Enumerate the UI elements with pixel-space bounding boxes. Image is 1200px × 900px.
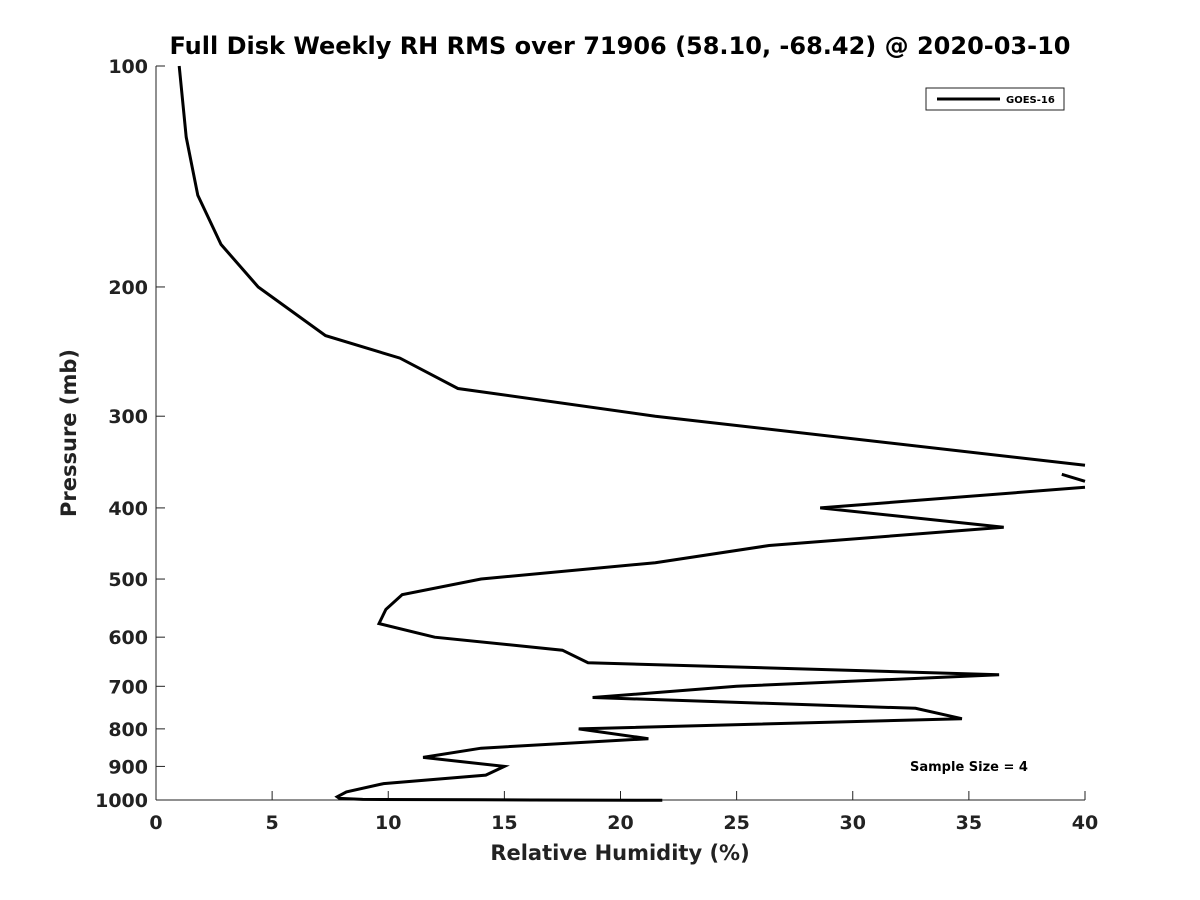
x-tick-label: 40 — [1072, 812, 1098, 834]
sample-size-annotation: Sample Size = 4 — [910, 760, 1028, 775]
y-tick-label: 600 — [108, 627, 148, 649]
y-tick-label: 700 — [108, 676, 148, 698]
y-axis-ticks: 100 200 300 400 500 600 700 800 900 1000 — [95, 56, 165, 812]
x-tick-label: 35 — [956, 812, 982, 834]
chart-title: Full Disk Weekly RH RMS over 71906 (58.1… — [169, 32, 1070, 60]
x-tick-label: 20 — [607, 812, 633, 834]
y-tick-label: 400 — [108, 498, 148, 520]
x-tick-label: 30 — [840, 812, 866, 834]
series-line-goes16 — [334, 485, 1086, 802]
y-tick-label: 800 — [108, 719, 148, 741]
x-axis-label: Relative Humidity (%) — [490, 841, 749, 865]
legend-entry-goes16: GOES-16 — [1006, 95, 1055, 106]
series-line-goes16 — [1061, 472, 1086, 483]
y-tick-label: 900 — [108, 756, 148, 778]
x-tick-label: 10 — [375, 812, 401, 834]
y-tick-label: 200 — [108, 277, 148, 299]
x-tick-label: 5 — [266, 812, 279, 834]
y-tick-label: 300 — [108, 406, 148, 428]
y-tick-label: 100 — [108, 56, 148, 78]
x-tick-label: 15 — [491, 812, 517, 834]
y-tick-label: 1000 — [95, 790, 148, 812]
x-axis-ticks: 0 5 10 15 20 25 30 35 40 — [149, 791, 1098, 834]
plot-area — [155, 66, 1085, 801]
x-tick-label: 0 — [149, 812, 162, 834]
series-layer — [177, 65, 1086, 802]
x-tick-label: 25 — [723, 812, 749, 834]
series-line-goes16 — [177, 65, 1086, 467]
y-axis-label: Pressure (mb) — [57, 349, 81, 517]
legend: GOES-16 — [925, 87, 1065, 111]
y-tick-label: 500 — [108, 569, 148, 591]
